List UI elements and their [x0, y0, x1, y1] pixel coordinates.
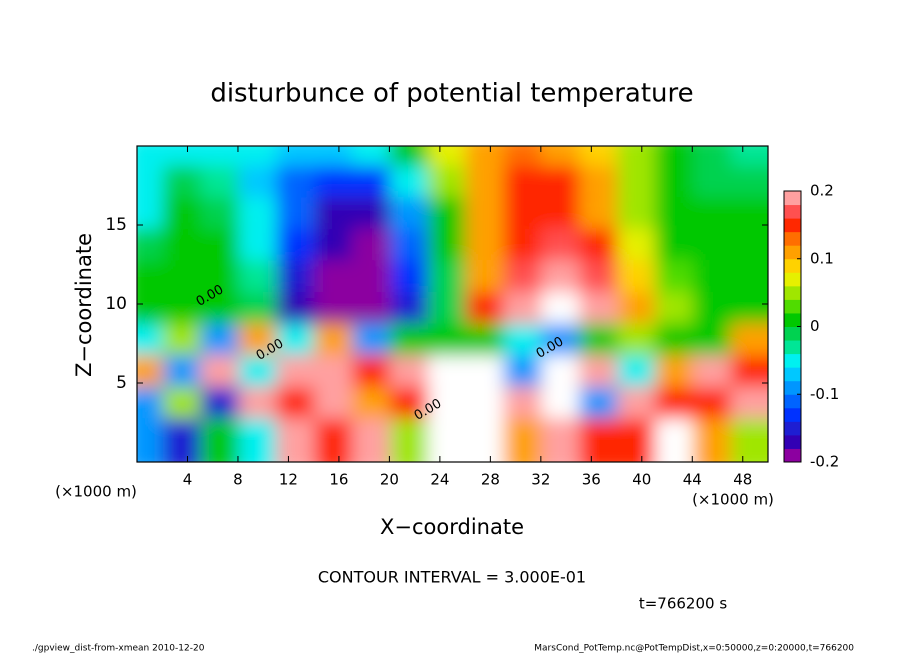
colorbar-tick-label: 0.1 — [810, 249, 834, 267]
x-axis-label: X−coordinate — [380, 515, 524, 539]
colorbar-tick-label: -0.2 — [810, 453, 839, 471]
y-unit: (×1000 m) — [55, 483, 137, 501]
colorbar-band — [784, 367, 801, 382]
colorbar-band — [784, 448, 801, 463]
colorbar-band — [784, 434, 801, 449]
footer-right: MarsCond_PotTemp.nc@PotTempDist,x=0:5000… — [534, 644, 854, 654]
time-label: t=766200 s — [639, 595, 727, 613]
chart-title: disturbunce of potential temperature — [210, 79, 693, 109]
colorbar-band — [784, 272, 801, 287]
y-tick-label: 10 — [105, 294, 127, 314]
x-tick-label: 16 — [329, 471, 348, 489]
colorbar-tick-label: -0.1 — [810, 385, 839, 403]
x-tick-label: 44 — [683, 471, 702, 489]
x-tick-label: 20 — [380, 471, 399, 489]
colorbar-band — [784, 218, 801, 233]
colorbar-band — [784, 380, 801, 395]
y-tick-label: 5 — [116, 373, 127, 393]
y-tick-label: 15 — [105, 215, 127, 235]
contour-interval: CONTOUR INTERVAL = 3.000E-01 — [318, 568, 586, 587]
colorbar-band — [784, 340, 801, 355]
colorbar-tick-label: 0 — [810, 317, 820, 335]
field-cells — [137, 146, 768, 462]
field-cell — [730, 418, 768, 462]
x-unit: (×1000 m) — [692, 491, 774, 509]
footer-left: ./gpview_dist-from-xmean 2010-12-20 — [32, 644, 205, 654]
colorbar-band — [784, 326, 801, 341]
x-tick-label: 24 — [430, 471, 449, 489]
x-tick-label: 8 — [233, 471, 243, 489]
colorbar-band — [784, 204, 801, 219]
x-tick-label: 12 — [279, 471, 298, 489]
colorbar-band — [784, 394, 801, 409]
x-tick-label: 40 — [632, 471, 651, 489]
colorbar-band — [784, 299, 801, 314]
colorbar-tick-label: 0.2 — [810, 182, 834, 200]
colorbar-band — [784, 231, 801, 246]
colorbar-band — [784, 258, 801, 273]
colorbar-band — [784, 191, 801, 206]
colorbar-band — [784, 285, 801, 300]
field — [137, 146, 768, 462]
x-tick-label: 28 — [481, 471, 500, 489]
colorbar-band — [784, 245, 801, 260]
colorbar-band — [784, 353, 801, 368]
x-tick-label: 48 — [733, 471, 752, 489]
x-tick-label: 32 — [531, 471, 550, 489]
x-tick-label: 36 — [582, 471, 601, 489]
x-tick-label: 4 — [183, 471, 193, 489]
colorbar-band — [784, 421, 801, 436]
y-axis-label: Z−coordinate — [72, 233, 96, 377]
colorbar-band — [784, 407, 801, 422]
colorbar-band — [784, 312, 801, 327]
